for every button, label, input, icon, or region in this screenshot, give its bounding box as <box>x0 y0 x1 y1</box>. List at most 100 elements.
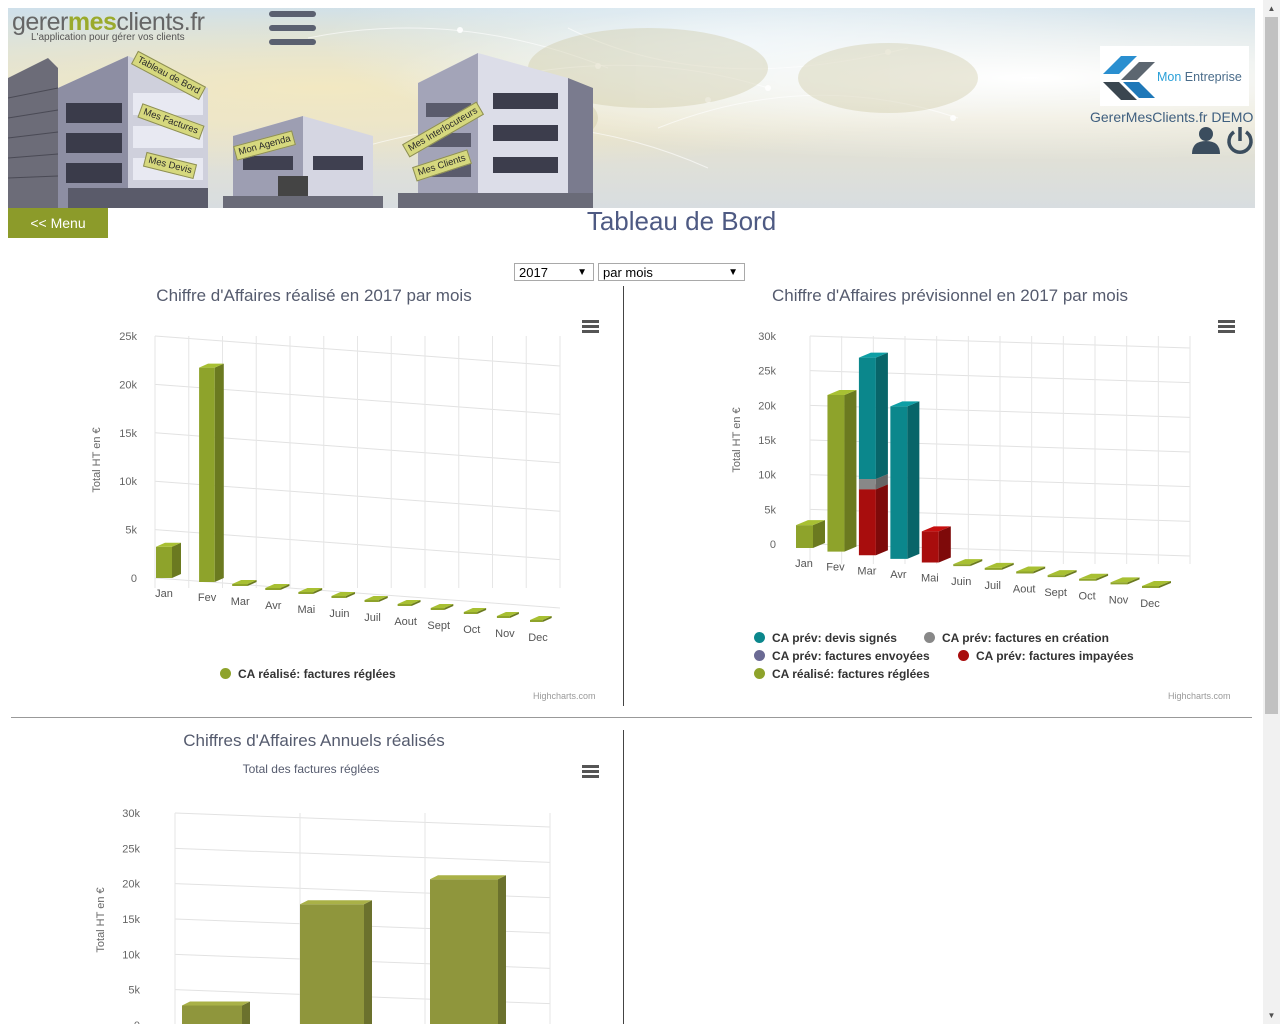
bar-Dec[interactable] <box>530 616 552 622</box>
x-tick-label: Juil <box>364 612 381 624</box>
legend-dot <box>220 668 231 679</box>
bar-Avr-0[interactable] <box>890 401 920 559</box>
bar-Mai-3[interactable] <box>921 526 951 563</box>
chart-export-menu-icon[interactable] <box>582 765 599 778</box>
menu-toggle-button[interactable]: << Menu <box>8 208 108 238</box>
y-tick-label: 30k <box>122 808 140 820</box>
x-tick-label: Sept <box>427 620 450 632</box>
x-tick-label: Juil <box>984 580 1001 592</box>
bar-Juil[interactable] <box>364 596 388 602</box>
x-tick-label: Mar <box>231 596 250 608</box>
chart-export-menu-icon[interactable] <box>582 320 599 333</box>
bar-Mai[interactable] <box>298 588 323 594</box>
bar-Fev-4[interactable] <box>827 389 857 552</box>
legend-item-factures-envoyees[interactable]: CA prév: factures envoyées <box>754 649 930 663</box>
x-tick-label: Dec <box>1140 598 1160 610</box>
chart-title-previsionnel: Chiffre d'Affaires prévisionnel en 2017 … <box>771 286 1129 305</box>
x-tick-label: Avr <box>890 569 907 581</box>
legend-item-realise[interactable]: CA réalisé: factures réglées <box>220 667 396 681</box>
chart-realise-plot: 0 5k 10k 15k 20k 25k Total HT en € Jan Fev Mar Avr… <box>91 331 561 644</box>
bar-Avr[interactable] <box>265 584 290 590</box>
bar-Sept-empty[interactable] <box>1047 570 1077 578</box>
x-tick-label: Nov <box>1109 594 1129 606</box>
bar-Nov[interactable] <box>496 612 519 618</box>
bar-Juin-empty[interactable] <box>953 559 983 567</box>
app-tagline: L'application pour gérer vos clients <box>31 32 185 43</box>
chart-annuels-plot: 0 5k 10k 15k 20k 25k 30k Total HT en € <box>95 808 551 1024</box>
main-menu-icon[interactable] <box>269 11 316 45</box>
x-tick-label: Avr <box>265 600 282 612</box>
x-tick-label: Mar <box>857 565 876 577</box>
chart-previsionnel-plot: 0 5k 10k 15k 20k 25k 30k Total HT en € Jan Fev Mar… <box>731 331 1191 610</box>
bar-Mar-0[interactable] <box>858 352 888 480</box>
logo-text-suffix: clients.fr <box>116 8 205 36</box>
y-axis-title: Total HT en € <box>95 887 107 952</box>
period-select[interactable]: par mois ▼ <box>598 263 745 281</box>
bar-Oct-empty[interactable] <box>1079 573 1109 581</box>
x-tick-label: Oct <box>1079 591 1096 603</box>
user-icon[interactable] <box>1191 126 1221 154</box>
highcharts-credit[interactable]: Highcharts.com <box>1168 691 1231 701</box>
legend-dot <box>754 650 765 661</box>
bar-Aout[interactable] <box>397 600 421 606</box>
building-tableau-illustration[interactable] <box>8 48 208 208</box>
legend-item-realise[interactable]: CA réalisé: factures réglées <box>754 667 930 681</box>
y-tick-label: 5k <box>125 525 137 537</box>
legend-item-factures-impayees[interactable]: CA prév: factures impayées <box>958 649 1134 663</box>
x-tick-label: Juin <box>951 576 971 588</box>
year-select[interactable]: 2017 ▼ <box>514 263 594 281</box>
bar-Aout-empty[interactable] <box>1016 566 1046 574</box>
y-tick-label: 25k <box>119 331 137 343</box>
bar-Fev[interactable] <box>199 363 224 582</box>
chart-title-realise: Chiffre d'Affaires réalisé en 2017 par m… <box>156 286 472 305</box>
chart-export-menu-icon[interactable] <box>1218 320 1235 333</box>
y-tick-label: 5k <box>128 985 140 997</box>
y-tick-label: 0 <box>131 573 137 585</box>
company-logo-box: Mon Entreprise <box>1100 46 1249 106</box>
gridline-h <box>174 847 551 863</box>
x-tick-label: Jan <box>155 588 173 600</box>
scroll-down-icon[interactable]: ▼ <box>1267 1011 1276 1020</box>
y-tick-label: 0 <box>134 1020 140 1024</box>
x-tick-label: Fev <box>198 592 217 604</box>
bar-annual-0[interactable] <box>182 1001 250 1024</box>
app-logo[interactable]: gerermesclients.fr <box>12 8 205 37</box>
chevron-down-icon: ▼ <box>577 267 587 278</box>
y-tick-label: 10k <box>119 476 137 488</box>
panel-divider-vertical-lower <box>623 730 624 1024</box>
bar-Oct[interactable] <box>463 608 487 614</box>
bar-annual-1[interactable] <box>300 900 372 1024</box>
demo-account-label: GererMesClients.fr DEMO <box>1090 109 1254 125</box>
bar-Mar-3[interactable] <box>858 484 888 556</box>
legend-item-factures-creation[interactable]: CA prév: factures en création <box>924 631 1109 645</box>
bar-Sept[interactable] <box>430 604 454 610</box>
highcharts-credit[interactable]: Highcharts.com <box>533 691 596 701</box>
year-select-value: 2017 <box>519 265 548 280</box>
bar-Dec-empty[interactable] <box>1142 581 1171 588</box>
y-tick-label: 15k <box>758 435 776 447</box>
y-axis-title: Total HT en € <box>91 427 103 492</box>
building-agenda-illustration[interactable] <box>223 116 383 208</box>
y-tick-label: 0 <box>770 539 776 551</box>
page-scrollbar[interactable]: ▲ ▼ <box>1263 0 1280 1024</box>
y-tick-label: 5k <box>764 504 776 516</box>
bar-Mar[interactable] <box>232 580 257 586</box>
bar-Juil-empty[interactable] <box>984 562 1014 570</box>
chart-title-annuels: Chiffres d'Affaires Annuels réalisés <box>183 731 445 750</box>
x-tick-label: Aout <box>394 616 417 628</box>
x-tick-label: Oct <box>463 624 480 636</box>
scrollbar-thumb[interactable] <box>1265 17 1278 714</box>
bar-annual-2[interactable] <box>430 875 506 1024</box>
x-tick-label: Mai <box>297 604 315 616</box>
y-tick-label: 20k <box>122 879 140 891</box>
y-tick-label: 15k <box>122 914 140 926</box>
y-tick-label: 10k <box>122 949 140 961</box>
y-tick-label: 30k <box>758 331 776 343</box>
scroll-up-icon[interactable]: ▲ <box>1267 4 1276 13</box>
bar-Nov-empty[interactable] <box>1110 577 1140 585</box>
bar-Jan[interactable] <box>156 542 181 578</box>
legend-item-devis-signes[interactable]: CA prév: devis signés <box>754 631 897 645</box>
power-icon[interactable] <box>1226 126 1254 156</box>
bar-Juin[interactable] <box>331 592 355 598</box>
bar-Jan-4[interactable] <box>796 520 825 548</box>
